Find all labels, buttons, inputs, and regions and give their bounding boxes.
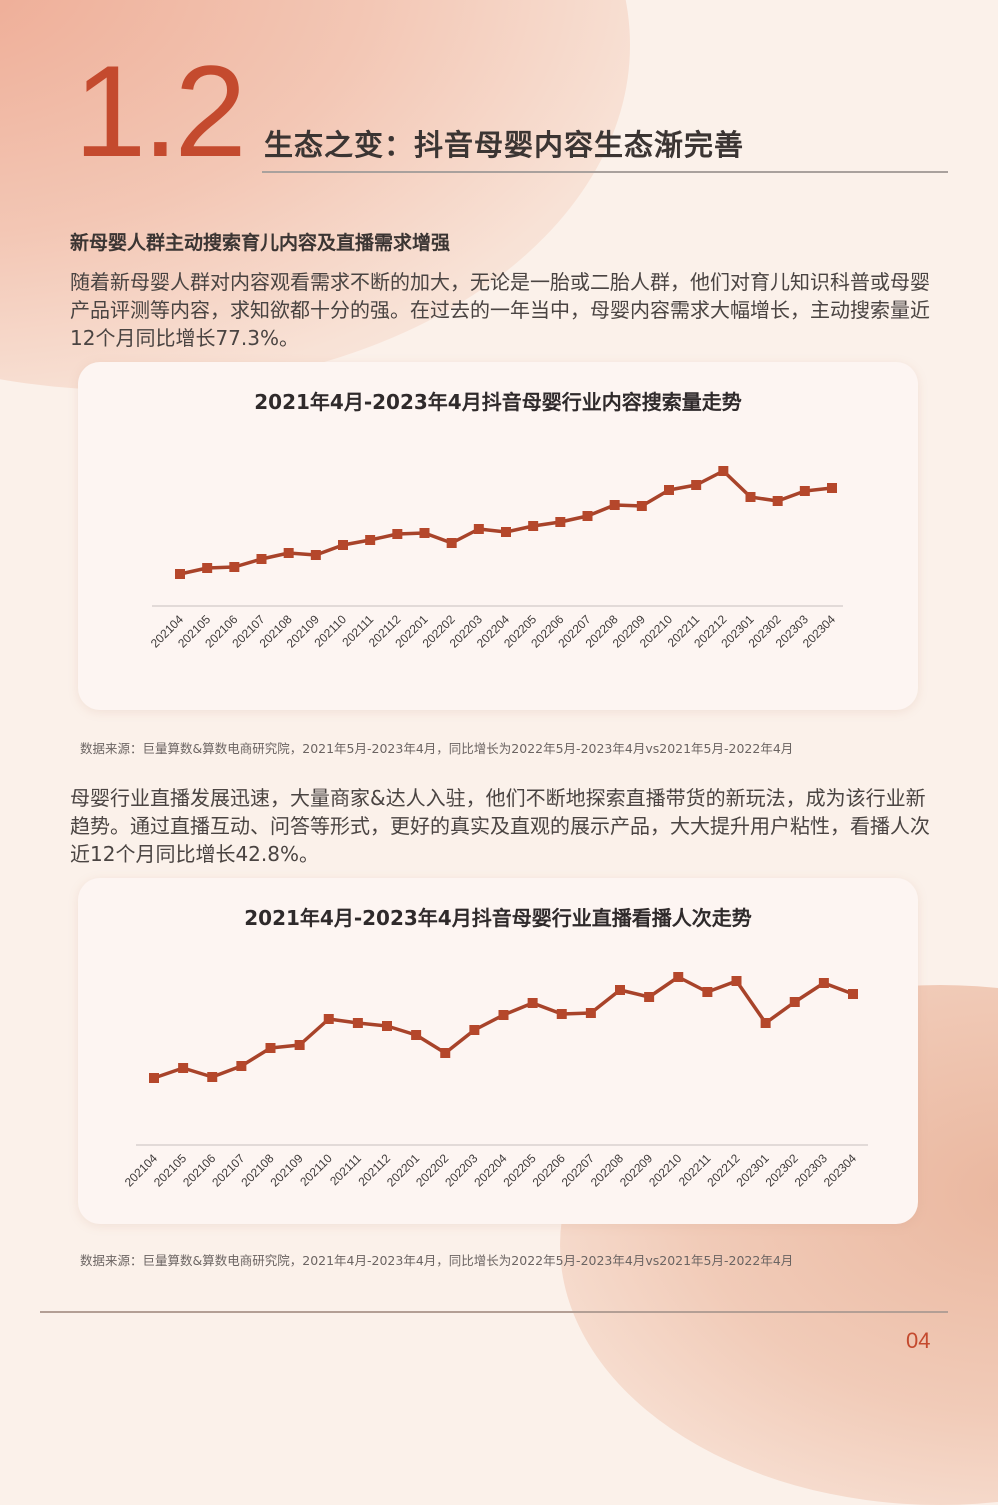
line-chart-live-views: 2021042021052021062021072021082021092021… (122, 972, 868, 1189)
data-point-marker (265, 1043, 276, 1053)
data-point-marker (338, 540, 348, 550)
data-point-marker (469, 1025, 480, 1035)
data-point-marker (256, 554, 267, 564)
data-line (179, 469, 833, 576)
data-point-marker (294, 1040, 305, 1050)
data-point-marker (236, 1061, 247, 1071)
title-divider (262, 171, 948, 173)
data-point-marker (365, 535, 376, 545)
chart-title: 2021年4月-2023年4月抖音母婴行业直播看播人次走势 (244, 906, 752, 930)
data-point-marker (772, 496, 783, 506)
data-point-marker (229, 562, 240, 572)
data-point-marker (207, 1072, 218, 1082)
data-point-marker (609, 500, 620, 510)
data-point-marker (702, 987, 713, 997)
data-point-marker (440, 1048, 451, 1058)
x-tick-label: 202110 (297, 1151, 335, 1189)
data-point-marker (310, 550, 321, 560)
section-title: 生态之变：抖音母婴内容生态渐完善 (264, 128, 745, 162)
data-point-marker (392, 529, 403, 539)
x-tick-label: 202210 (646, 1151, 684, 1189)
data-point-marker (691, 480, 702, 490)
data-point-marker (818, 978, 829, 988)
section-number: 1.2 (74, 38, 247, 184)
x-tick-label: 202109 (268, 1151, 306, 1189)
data-point-marker (664, 485, 674, 495)
data-point-marker (827, 483, 837, 493)
data-point-marker (582, 511, 593, 521)
data-point-marker (323, 1014, 334, 1024)
data-line (153, 975, 854, 1080)
data-point-marker (202, 563, 213, 573)
footer-divider (40, 1311, 948, 1313)
data-point-marker (446, 538, 457, 548)
data-point-marker (789, 997, 800, 1007)
source-note: 数据来源：巨量算数&算数电商研究院，2021年4月-2023年4月，同比增长为2… (80, 1253, 794, 1268)
sub-heading: 新母婴人群主动搜索育儿内容及直播需求增强 (70, 232, 451, 254)
data-point-marker (745, 492, 756, 502)
data-point-marker (498, 1010, 509, 1020)
data-point-marker (175, 569, 185, 579)
data-point-marker (411, 1030, 422, 1040)
line-chart-search-volume: 2021042021052021062021072021082021092021… (148, 466, 843, 650)
data-point-marker (352, 1018, 363, 1028)
data-point-marker (718, 466, 729, 476)
source-note: 数据来源：巨量算数&算数电商研究院，2021年5月-2023年4月，同比增长为2… (80, 741, 794, 756)
data-point-marker (149, 1073, 159, 1083)
data-point-marker (636, 501, 647, 511)
x-tick-label: 202304 (821, 1151, 859, 1189)
data-point-marker (585, 1008, 596, 1018)
chart-title: 2021年4月-2023年4月抖音母婴行业内容搜索量走势 (254, 390, 742, 414)
data-point-marker (555, 517, 566, 527)
live-paragraph: 母婴行业直播发展迅速，大量商家&达人入驻，他们不断地探索直播带货的新玩法，成为该… (70, 786, 930, 866)
data-point-marker (556, 1009, 567, 1019)
data-point-marker (178, 1063, 189, 1073)
data-point-marker (527, 998, 538, 1008)
data-point-marker (501, 527, 511, 537)
data-point-marker (528, 521, 539, 531)
data-point-marker (673, 972, 684, 982)
intro-paragraph: 随着新母婴人群对内容观看需求不断的加大，无论是一胎或二胎人群，他们对育儿知识科普… (70, 270, 930, 350)
data-point-marker (473, 524, 484, 534)
data-point-marker (848, 989, 858, 999)
data-point-marker (382, 1021, 392, 1031)
data-point-marker (615, 985, 625, 995)
data-point-marker (419, 528, 430, 538)
chart-card-search: 2021年4月-2023年4月抖音母婴行业内容搜索量走势 202104 20210… (78, 362, 918, 710)
data-point-marker (644, 992, 655, 1002)
page-number: 04 (906, 1328, 931, 1353)
chart-card-live: 2021年4月-2023年4月抖音母婴行业直播看播人次走势 202104 2021… (78, 878, 918, 1224)
data-point-marker (731, 976, 742, 986)
data-point-marker (283, 548, 294, 558)
data-point-marker (760, 1018, 771, 1028)
data-point-marker (799, 486, 810, 496)
